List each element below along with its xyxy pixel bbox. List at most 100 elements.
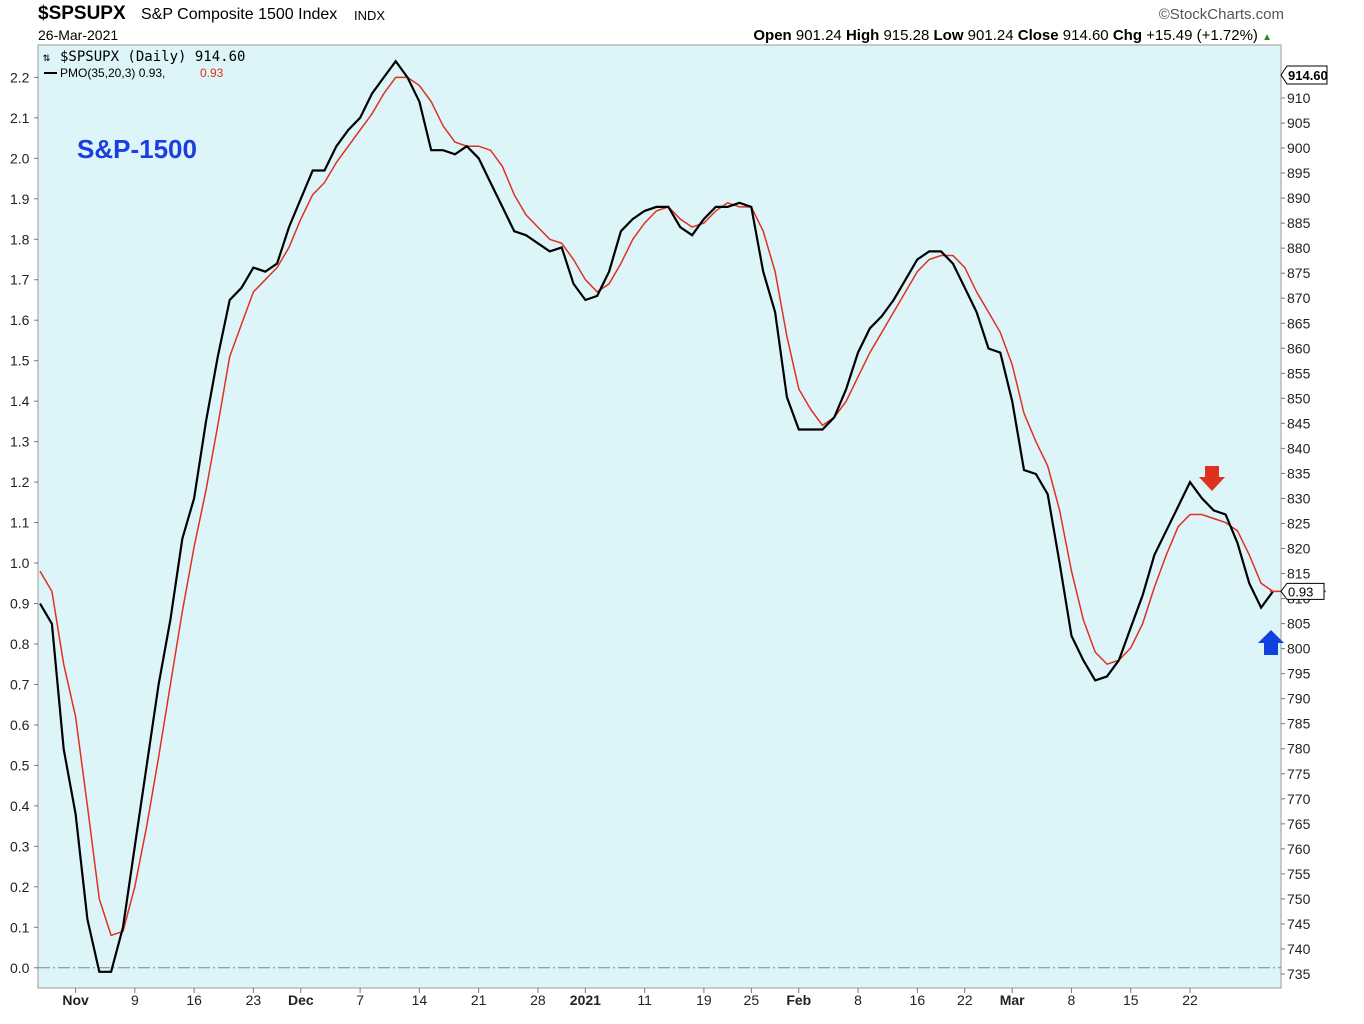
right-tick-label: 760 (1287, 841, 1311, 857)
close-value: 914.60 (1062, 27, 1109, 44)
last-price-label: 914.60 (1288, 68, 1328, 83)
left-tick-label: 0.2 (10, 879, 30, 895)
chart-symbol: $SPSUPX (38, 3, 126, 24)
right-tick-label: 890 (1287, 190, 1311, 206)
chg-label: Chg (1112, 27, 1142, 44)
left-tick-label: 0.0 (10, 960, 30, 976)
legend-pmo: PMO(35,20,3) 0.93, (60, 66, 165, 80)
left-tick-label: 1.0 (10, 555, 30, 571)
x-tick-label: 15 (1123, 992, 1139, 1008)
left-axis: 0.0 0.1 0.2 0.3 0.4 0.5 0.6 0.7 0.8 0.9 1.0 1.1 1.2 1… (10, 69, 38, 976)
x-tick-label: Mar (1000, 992, 1025, 1008)
last-price-marker: 914.60 (1280, 65, 1328, 85)
x-tick-label: 7 (356, 992, 364, 1008)
x-tick-label: 2021 (570, 992, 601, 1008)
right-tick-label: 830 (1287, 490, 1311, 506)
open-label: Open (753, 27, 792, 44)
left-tick-label: 1.7 (10, 272, 30, 288)
right-tick-label: 840 (1287, 440, 1311, 456)
left-tick-label: 1.5 (10, 353, 30, 369)
x-tick-label: 11 (637, 992, 652, 1008)
right-tick-label: 885 (1287, 215, 1311, 231)
left-tick-label: 1.1 (10, 515, 30, 531)
x-tick-label: 19 (696, 992, 712, 1008)
legend-signal: 0.93 (200, 66, 224, 80)
x-tick-label: 8 (1068, 992, 1076, 1008)
right-tick-label: 745 (1287, 916, 1311, 932)
left-tick-label: 1.2 (10, 474, 30, 490)
pmo-value-label: 0.93 (1288, 584, 1313, 599)
right-tick-label: 900 (1287, 140, 1311, 156)
right-tick-label: 735 (1287, 966, 1311, 982)
x-tick-label: Feb (786, 992, 811, 1008)
close-label: Close (1017, 27, 1059, 44)
x-tick-label: 8 (854, 992, 862, 1008)
ohlc-readout: Open 901.24 High 915.28 Low 901.24 Close… (753, 27, 1272, 44)
right-tick-label: 765 (1287, 816, 1311, 832)
brand-watermark: ©StockCharts.com (1158, 6, 1284, 23)
chart-description: S&P Composite 1500 Index (141, 6, 338, 23)
high-value: 915.28 (883, 27, 930, 44)
left-tick-label: 1.8 (10, 231, 30, 247)
left-tick-label: 1.6 (10, 312, 30, 328)
x-tick-label: 25 (744, 992, 760, 1008)
left-tick-label: 0.6 (10, 717, 30, 733)
left-tick-label: 2.1 (10, 110, 30, 126)
chart-date: 26-Mar-2021 (38, 27, 119, 43)
right-tick-label: 755 (1287, 866, 1311, 882)
x-tick-label: 21 (471, 992, 487, 1008)
right-tick-label: 790 (1287, 691, 1311, 707)
right-tick-label: 740 (1287, 941, 1311, 957)
x-tick-label: Dec (288, 992, 314, 1008)
left-tick-label: 1.3 (10, 434, 30, 450)
x-tick-label: Nov (62, 992, 89, 1008)
pmo-line (39, 59, 1274, 973)
left-tick-label: 0.5 (10, 757, 30, 773)
right-tick-label: 800 (1287, 641, 1311, 657)
right-tick-label: 825 (1287, 515, 1311, 531)
low-label: Low (933, 27, 964, 44)
right-tick-label: 850 (1287, 390, 1311, 406)
right-tick-label: 860 (1287, 340, 1311, 356)
right-tick-label: 835 (1287, 465, 1311, 481)
right-tick-label: 780 (1287, 741, 1311, 757)
left-tick-label: 2.0 (10, 150, 30, 166)
left-tick-label: 0.3 (10, 838, 30, 854)
left-tick-label: 1.4 (10, 393, 30, 409)
right-tick-label: 820 (1287, 541, 1311, 557)
right-tick-label: 855 (1287, 365, 1311, 381)
left-tick-label: 0.7 (10, 676, 30, 692)
left-tick-label: 0.8 (10, 636, 30, 652)
right-tick-label: 785 (1287, 716, 1311, 732)
right-tick-label: 895 (1287, 165, 1311, 181)
right-tick-label: 775 (1287, 766, 1311, 782)
right-tick-label: 910 (1287, 90, 1311, 106)
x-tick-label: 22 (957, 992, 973, 1008)
right-tick-label: 795 (1287, 666, 1311, 682)
x-tick-label: 28 (530, 992, 546, 1008)
right-tick-label: 805 (1287, 616, 1311, 632)
legend-price: $SPSUPX (Daily) 914.60 (60, 49, 245, 65)
right-tick-label: 905 (1287, 115, 1311, 131)
legend-price-icon: ⇅ (43, 50, 51, 64)
left-tick-label: 0.1 (10, 919, 30, 935)
x-tick-label: 16 (910, 992, 926, 1008)
left-tick-label: 0.9 (10, 596, 30, 612)
chart-exchange: INDX (354, 8, 386, 23)
x-tick-label: 16 (186, 992, 202, 1008)
right-tick-label: 880 (1287, 240, 1311, 256)
right-tick-label: 750 (1287, 891, 1311, 907)
high-label: High (845, 27, 880, 44)
annotation-label: S&P-1500 (77, 134, 197, 164)
chg-value: +15.49 (+1.72%) (1146, 27, 1258, 44)
signal-line (39, 76, 1274, 937)
x-tick-label: 23 (246, 992, 262, 1008)
up-triangle-icon: ▲ (1262, 32, 1272, 43)
up-arrow-icon (1258, 630, 1284, 655)
left-tick-label: 0.4 (10, 798, 30, 814)
right-axis: 735 740 745 750 755 760 765 770 775 780 785 790 795 8… (1281, 90, 1311, 982)
left-tick-label: 2.2 (10, 69, 30, 85)
right-tick-label: 875 (1287, 265, 1311, 281)
right-tick-label: 815 (1287, 566, 1311, 582)
